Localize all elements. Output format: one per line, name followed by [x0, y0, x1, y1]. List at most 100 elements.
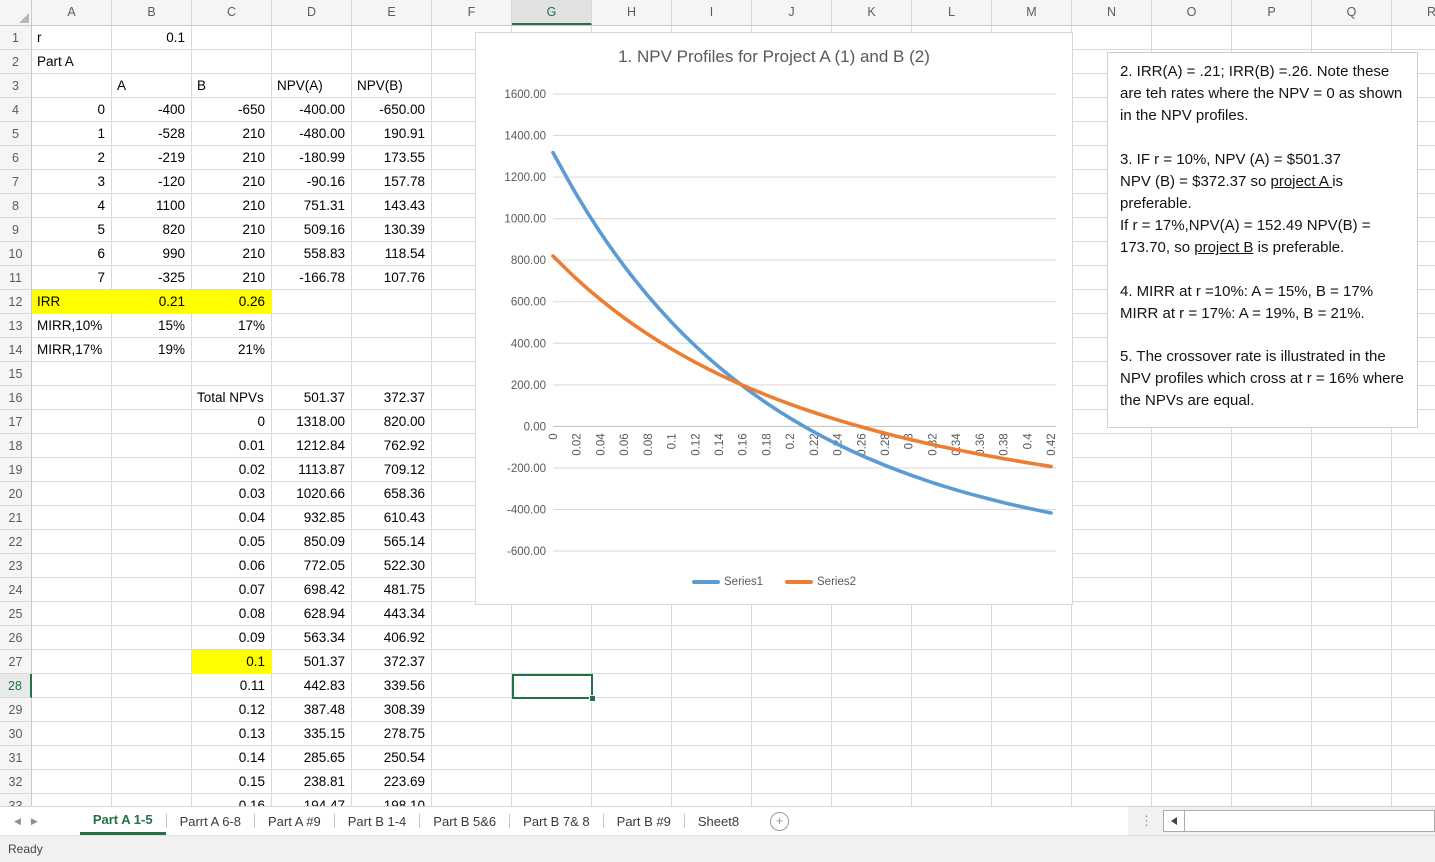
cell-C3[interactable]: B	[197, 78, 207, 93]
cell-C9[interactable]: 210	[242, 222, 265, 237]
row-header-24[interactable]: 24	[0, 578, 32, 602]
add-sheet-button[interactable]: +	[770, 807, 790, 835]
cell-E18[interactable]: 762.92	[383, 438, 425, 453]
cell-A4[interactable]: 0	[97, 102, 105, 117]
cell-C28[interactable]: 0.11	[239, 678, 265, 693]
cell-C16[interactable]: Total NPVs	[197, 390, 264, 405]
cell-D4[interactable]: -400.00	[299, 102, 345, 117]
cell-E9[interactable]: 130.39	[383, 222, 425, 237]
cell-D20[interactable]: 1020.66	[296, 486, 345, 501]
cell-D11[interactable]: -166.78	[299, 270, 345, 285]
column-header-I[interactable]: I	[672, 0, 752, 25]
cell-C13[interactable]: 17%	[237, 318, 265, 333]
cell-E26[interactable]: 406.92	[383, 630, 425, 645]
row-header-13[interactable]: 13	[0, 314, 32, 338]
next-sheet-icon[interactable]: ▶	[30, 815, 38, 826]
column-header-A[interactable]: A	[32, 0, 112, 25]
cell-D19[interactable]: 1113.87	[298, 462, 345, 477]
cell-A10[interactable]: 6	[97, 246, 105, 261]
cell-A9[interactable]: 5	[97, 222, 105, 237]
cell-E33[interactable]: 198.10	[383, 798, 425, 806]
cell-C12[interactable]: 0.26	[192, 290, 272, 314]
cell-E30[interactable]: 278.75	[383, 726, 425, 741]
row-header-11[interactable]: 11	[0, 266, 32, 290]
row-header-31[interactable]: 31	[0, 746, 32, 770]
row-header-9[interactable]: 9	[0, 218, 32, 242]
cell-E8[interactable]: 143.43	[383, 198, 425, 213]
cell-B4[interactable]: -400	[157, 102, 185, 117]
cell-A8[interactable]: 4	[97, 198, 105, 213]
hscroll-left-button[interactable]	[1163, 810, 1185, 832]
cell-B14[interactable]: 19%	[157, 342, 185, 357]
cell-E4[interactable]: -650.00	[379, 102, 425, 117]
sheet-tab-part-b-1-4[interactable]: Part B 1-4	[347, 813, 407, 829]
cell-D8[interactable]: 751.31	[303, 198, 345, 213]
cell-E25[interactable]: 443.34	[383, 606, 425, 621]
row-header-23[interactable]: 23	[0, 554, 32, 578]
cell-C5[interactable]: 210	[242, 126, 265, 141]
cell-E7[interactable]: 157.78	[383, 174, 425, 189]
column-header-D[interactable]: D	[272, 0, 352, 25]
cell-D9[interactable]: 509.16	[303, 222, 345, 237]
row-header-14[interactable]: 14	[0, 338, 32, 362]
row-header-18[interactable]: 18	[0, 434, 32, 458]
row-header-32[interactable]: 32	[0, 770, 32, 794]
column-header-C[interactable]: C	[192, 0, 272, 25]
cell-C22[interactable]: 0.05	[238, 534, 265, 549]
cell-D23[interactable]: 772.05	[303, 558, 345, 573]
horizontal-scrollbar[interactable]	[1185, 810, 1435, 832]
cell-B3[interactable]: A	[117, 78, 127, 93]
cell-C7[interactable]: 210	[242, 174, 265, 189]
cell-E6[interactable]: 173.55	[383, 150, 425, 165]
notes-text-box[interactable]: 2. IRR(A) = .21; IRR(B) =.26. Note these…	[1107, 52, 1418, 428]
column-header-R[interactable]: R	[1392, 0, 1435, 25]
cell-E28[interactable]: 339.56	[383, 678, 425, 693]
cell-D29[interactable]: 387.48	[303, 702, 345, 717]
cell-C21[interactable]: 0.04	[238, 510, 265, 525]
cell-A6[interactable]: 2	[97, 150, 105, 165]
cell-A11[interactable]: 7	[97, 270, 105, 285]
row-header-17[interactable]: 17	[0, 410, 32, 434]
cell-B5[interactable]: -528	[157, 126, 185, 141]
cell-E11[interactable]: 107.76	[383, 270, 425, 285]
prev-sheet-icon[interactable]: ◀	[14, 815, 21, 826]
row-header-27[interactable]: 27	[0, 650, 32, 674]
cell-B1[interactable]: 0.1	[166, 30, 185, 45]
cell-D18[interactable]: 1212.84	[296, 438, 345, 453]
cell-C6[interactable]: 210	[242, 150, 265, 165]
cell-C29[interactable]: 0.12	[238, 702, 265, 717]
row-header-25[interactable]: 25	[0, 602, 32, 626]
cell-D22[interactable]: 850.09	[303, 534, 345, 549]
cell-B10[interactable]: 990	[162, 246, 185, 261]
row-header-5[interactable]: 5	[0, 122, 32, 146]
sheet-tab-sheet8[interactable]: Sheet8	[697, 813, 740, 829]
cell-C25[interactable]: 0.08	[238, 606, 265, 621]
cell-C26[interactable]: 0.09	[238, 630, 265, 645]
cell-E19[interactable]: 709.12	[383, 462, 425, 477]
cell-D26[interactable]: 563.34	[303, 630, 345, 645]
cell-C18[interactable]: 0.01	[238, 438, 265, 453]
npv-profiles-chart[interactable]: 1. NPV Profiles for Project A (1) and B …	[475, 32, 1073, 605]
cell-E16[interactable]: 372.37	[383, 390, 425, 405]
cell-D5[interactable]: -480.00	[299, 126, 345, 141]
sheet-tab-part-b-9[interactable]: Part B #9	[616, 813, 671, 829]
cell-C23[interactable]: 0.06	[238, 558, 265, 573]
cell-E23[interactable]: 522.30	[383, 558, 425, 573]
cell-C14[interactable]: 21%	[237, 342, 265, 357]
cell-C33[interactable]: 0.16	[238, 798, 265, 806]
cell-A14[interactable]: MIRR,17%	[37, 342, 103, 357]
cell-D16[interactable]: 501.37	[303, 390, 345, 405]
cell-D25[interactable]: 628.94	[303, 606, 345, 621]
cell-E5[interactable]: 190.91	[383, 126, 425, 141]
cell-C24[interactable]: 0.07	[238, 582, 265, 597]
cell-C8[interactable]: 210	[242, 198, 265, 213]
row-header-22[interactable]: 22	[0, 530, 32, 554]
row-header-16[interactable]: 16	[0, 386, 32, 410]
column-header-B[interactable]: B	[112, 0, 192, 25]
active-cell-selection[interactable]	[512, 674, 596, 702]
fill-handle[interactable]	[589, 695, 596, 702]
row-header-15[interactable]: 15	[0, 362, 32, 386]
sheet-tab-parrt-a-6-8[interactable]: Parrt A 6-8	[179, 813, 241, 829]
row-header-33[interactable]: 33	[0, 794, 32, 806]
